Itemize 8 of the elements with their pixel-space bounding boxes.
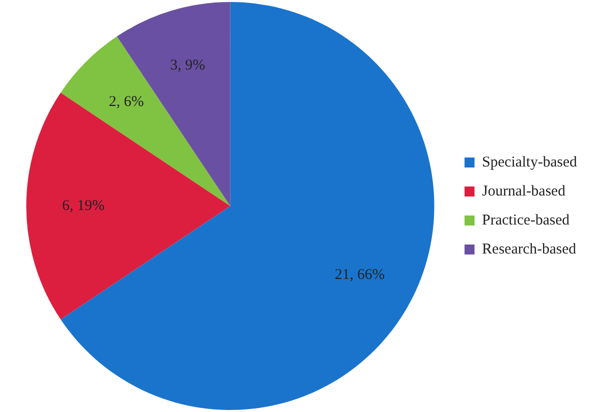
legend-label: Practice-based <box>482 212 570 228</box>
legend-label: Specialty-based <box>482 154 578 170</box>
legend-label: Journal-based <box>482 183 566 200</box>
data-label: 3, 9% <box>170 57 206 74</box>
data-label: 6, 19% <box>62 198 105 214</box>
data-label: 2, 6% <box>108 94 144 110</box>
legend-label: Research-based <box>482 241 577 258</box>
data-label: 21, 66% <box>334 267 385 284</box>
